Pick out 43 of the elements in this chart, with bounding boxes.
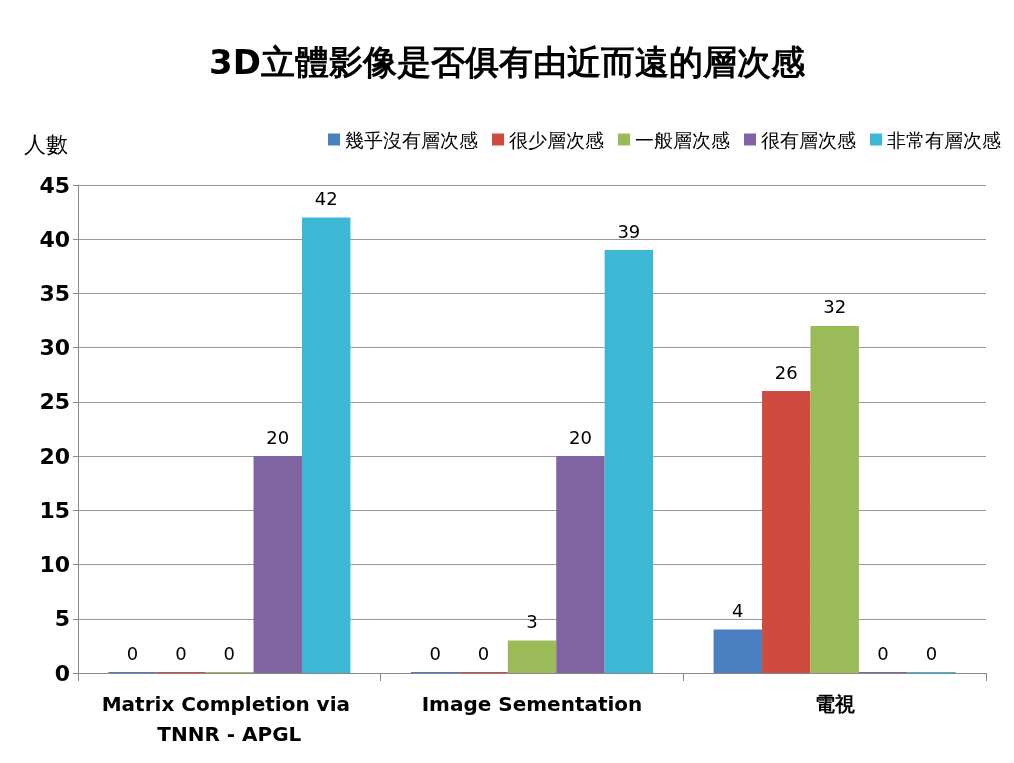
legend-label: 非常有層次感 (887, 128, 1001, 151)
y-tick-label: 35 (39, 280, 70, 306)
y-tick-label: 10 (39, 552, 70, 578)
data-label: 4 (732, 600, 744, 622)
data-label: 0 (429, 642, 441, 664)
y-tick-label: 20 (39, 443, 70, 469)
bar (301, 217, 351, 673)
y-axis-title: 人數 (24, 131, 68, 157)
bar (604, 250, 654, 673)
legend-label: 一般層次感 (635, 128, 730, 151)
data-label: 42 (314, 188, 338, 210)
y-tick-label: 40 (39, 226, 70, 252)
y-tick-label: 30 (39, 335, 70, 361)
data-label: 20 (266, 426, 290, 448)
data-label: 0 (477, 642, 490, 664)
bar (810, 325, 859, 673)
y-tick-label: 45 (39, 172, 70, 198)
bar (762, 391, 811, 673)
chart-title: 3D立體影像是否俱有由近而遠的層次感 (209, 42, 806, 82)
data-label: 0 (877, 642, 889, 664)
data-label: 0 (223, 642, 236, 664)
legend-label: 很有層次感 (761, 128, 856, 151)
data-label: 0 (126, 642, 139, 664)
x-tick-label: Matrix Completion via TNNR - APGL (101, 692, 357, 746)
x-tick-label: 電視 (814, 692, 855, 716)
bar (556, 456, 605, 673)
legend-label: 很少層次感 (509, 128, 604, 151)
data-label: 3 (526, 610, 538, 632)
y-tick-label: 25 (39, 389, 70, 415)
y-tick-label: 15 (39, 497, 70, 523)
data-label: 39 (617, 220, 641, 242)
bar (713, 629, 763, 673)
legend-label: 幾乎沒有層次感 (345, 128, 478, 151)
x-tick-label: Image Sementation (421, 692, 643, 716)
bar (253, 456, 302, 673)
data-label: 32 (823, 296, 847, 318)
bar (507, 640, 557, 673)
data-label: 26 (774, 361, 798, 383)
data-label: 20 (568, 426, 592, 448)
data-label: 0 (175, 642, 187, 664)
y-tick-label: 5 (54, 606, 70, 632)
data-label: 0 (925, 642, 938, 664)
y-tick-label: 0 (54, 660, 70, 686)
